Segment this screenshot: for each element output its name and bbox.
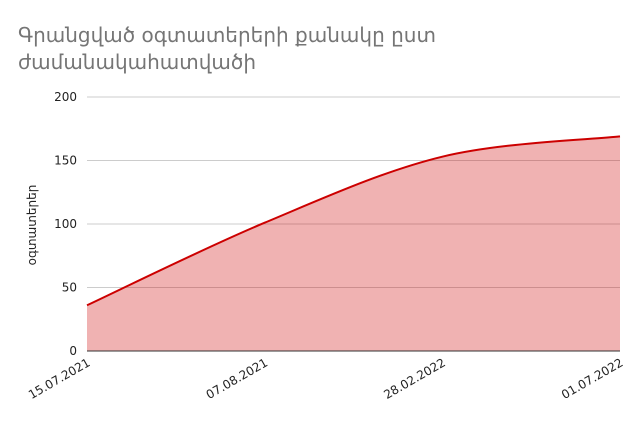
x-tick-label: 28.02.2022 [381, 355, 448, 401]
area-line [86, 135, 621, 307]
y-axis-label: օգտատերեր [25, 185, 39, 266]
y-tick-label: 50 [62, 281, 77, 295]
x-tick-label: 01.07.2022 [559, 355, 626, 401]
y-tick-label: 100 [54, 217, 77, 231]
area-fill [87, 136, 620, 351]
y-tick-label: 200 [54, 90, 77, 104]
y-tick-label: 150 [54, 154, 77, 168]
x-tick-label: 15.07.2021 [26, 355, 93, 401]
chart-title: Գրանցված օգտատերերի քանակը ըստ ժամանակահա… [18, 23, 436, 74]
y-tick-label: 0 [69, 344, 77, 358]
x-tick-label: 07.08.2021 [204, 355, 271, 401]
